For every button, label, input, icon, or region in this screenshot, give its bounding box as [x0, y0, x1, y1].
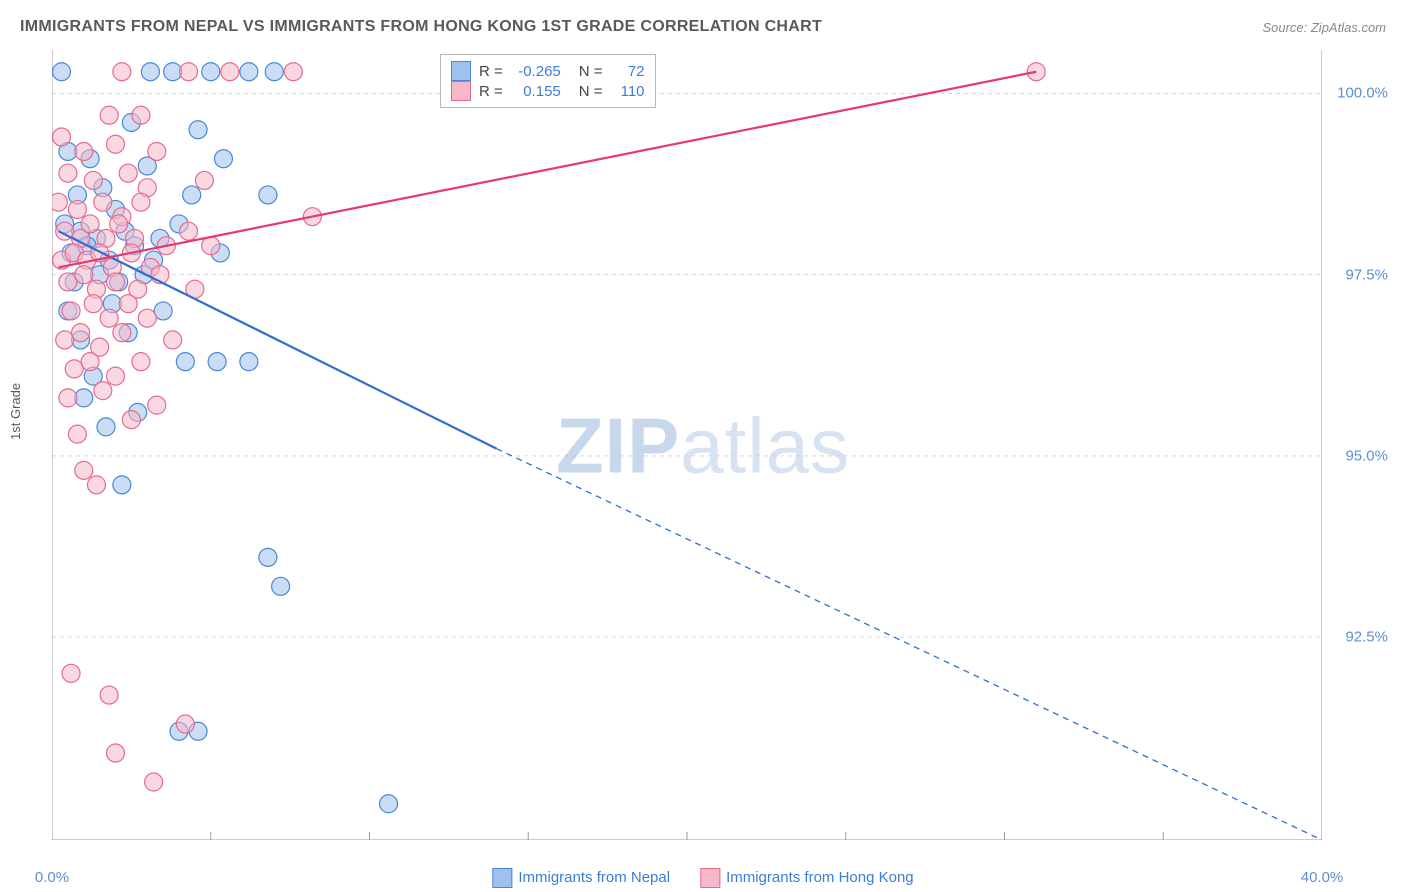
correlation-legend: R =-0.265N =72R =0.155N =110 [440, 54, 656, 108]
y-tick-label: 92.5% [1345, 629, 1388, 646]
correlation-chart [52, 50, 1322, 840]
x-tick-label: 0.0% [35, 869, 69, 886]
chart-title: IMMIGRANTS FROM NEPAL VS IMMIGRANTS FROM… [20, 18, 822, 36]
legend-swatch-nepal [492, 868, 512, 888]
series-legend: Immigrants from Nepal Immigrants from Ho… [492, 868, 913, 888]
legend-item-nepal: Immigrants from Nepal [492, 868, 670, 888]
legend-row: R =0.155N =110 [451, 81, 645, 101]
source-label: Source: ZipAtlas.com [1262, 20, 1386, 35]
legend-item-hongkong: Immigrants from Hong Kong [700, 868, 914, 888]
x-tick-label: 40.0% [1301, 869, 1344, 886]
legend-row: R =-0.265N =72 [451, 61, 645, 81]
y-tick-label: 95.0% [1345, 447, 1388, 464]
y-tick-label: 97.5% [1345, 266, 1388, 283]
y-axis-label: 1st Grade [8, 383, 23, 440]
y-tick-label: 100.0% [1337, 85, 1388, 102]
legend-swatch-hongkong [700, 868, 720, 888]
